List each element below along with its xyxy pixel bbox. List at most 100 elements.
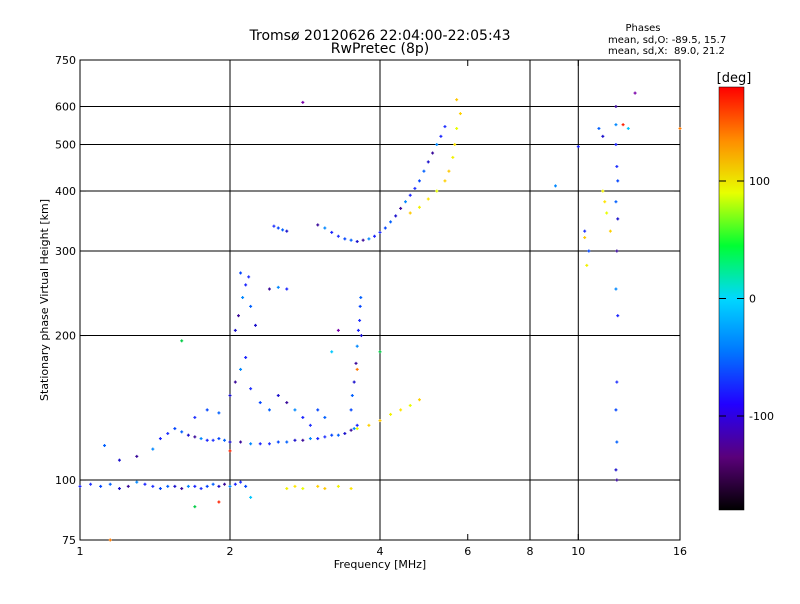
data-point bbox=[267, 408, 271, 412]
data-point bbox=[223, 482, 227, 486]
data-point bbox=[249, 495, 253, 499]
data-point bbox=[193, 505, 197, 509]
data-point bbox=[173, 427, 177, 431]
data-point bbox=[349, 408, 353, 412]
data-point bbox=[447, 169, 451, 173]
data-point bbox=[258, 442, 262, 446]
colorbar-tick-label: 100 bbox=[749, 175, 770, 188]
data-point bbox=[233, 380, 237, 384]
data-point bbox=[678, 126, 682, 130]
data-point bbox=[276, 285, 280, 289]
data-point bbox=[258, 401, 262, 405]
data-point bbox=[193, 415, 197, 419]
data-point bbox=[180, 487, 184, 491]
data-point bbox=[576, 145, 580, 149]
data-point bbox=[223, 438, 227, 442]
data-point bbox=[308, 437, 312, 441]
data-point bbox=[239, 271, 243, 275]
data-point bbox=[244, 355, 248, 359]
data-point bbox=[205, 438, 209, 442]
data-point bbox=[301, 487, 305, 491]
data-point bbox=[614, 123, 618, 127]
data-point bbox=[553, 184, 557, 188]
data-point bbox=[352, 380, 356, 384]
data-point bbox=[199, 487, 203, 491]
y-tick-label: 400 bbox=[55, 185, 76, 198]
data-point bbox=[205, 408, 209, 412]
data-point bbox=[267, 442, 271, 446]
data-point bbox=[455, 98, 459, 102]
data-point bbox=[614, 287, 618, 291]
data-point bbox=[323, 487, 327, 491]
data-point bbox=[336, 328, 340, 332]
data-point bbox=[373, 234, 377, 238]
data-point bbox=[453, 143, 457, 147]
data-point bbox=[316, 437, 320, 441]
grid-layer bbox=[80, 60, 680, 540]
data-point bbox=[158, 487, 162, 491]
data-point bbox=[239, 440, 243, 444]
data-point bbox=[151, 447, 155, 451]
data-point bbox=[217, 484, 221, 488]
data-point bbox=[211, 482, 215, 486]
data-point bbox=[228, 440, 232, 444]
x-tick-label: 10 bbox=[571, 545, 585, 558]
data-point bbox=[616, 217, 620, 221]
points-layer bbox=[78, 91, 682, 542]
data-point bbox=[350, 394, 354, 398]
data-point bbox=[458, 112, 462, 116]
data-point bbox=[285, 401, 289, 405]
data-point bbox=[394, 214, 398, 218]
data-point bbox=[126, 484, 130, 488]
data-point bbox=[399, 206, 403, 210]
data-point bbox=[336, 433, 340, 437]
data-point bbox=[205, 484, 209, 488]
data-point bbox=[451, 155, 455, 159]
data-point bbox=[78, 484, 82, 488]
data-point bbox=[239, 367, 243, 371]
data-point bbox=[323, 226, 327, 230]
x-tick-label: 8 bbox=[527, 545, 534, 558]
data-point bbox=[378, 419, 382, 423]
data-point bbox=[383, 226, 387, 230]
data-point bbox=[355, 423, 359, 427]
data-point bbox=[323, 415, 327, 419]
x-tick-label: 1 bbox=[77, 545, 84, 558]
y-tick-label: 750 bbox=[55, 54, 76, 67]
data-point bbox=[89, 482, 93, 486]
data-point bbox=[186, 484, 190, 488]
data-point bbox=[330, 230, 334, 234]
data-point bbox=[244, 283, 248, 287]
data-point bbox=[615, 440, 619, 444]
data-point bbox=[217, 500, 221, 504]
y-tick-label: 500 bbox=[55, 139, 76, 152]
y-tick-label: 100 bbox=[55, 474, 76, 487]
data-point bbox=[389, 412, 393, 416]
data-point bbox=[426, 197, 430, 201]
colorbar-tick-label: 0 bbox=[749, 293, 756, 306]
data-point bbox=[211, 438, 215, 442]
colorbar-tick-label: -100 bbox=[749, 410, 774, 423]
data-point bbox=[587, 249, 591, 253]
data-point bbox=[108, 538, 112, 542]
data-point bbox=[614, 143, 618, 147]
data-point bbox=[281, 228, 285, 232]
data-point bbox=[143, 482, 147, 486]
data-point bbox=[626, 126, 630, 130]
data-point bbox=[186, 433, 190, 437]
data-point bbox=[435, 143, 439, 147]
data-point bbox=[151, 484, 155, 488]
y-tick-label: 200 bbox=[55, 330, 76, 343]
data-point bbox=[193, 484, 197, 488]
data-point bbox=[355, 240, 359, 244]
data-point bbox=[233, 328, 237, 332]
data-point bbox=[615, 380, 619, 384]
data-point bbox=[603, 200, 607, 204]
data-point bbox=[358, 318, 362, 322]
data-point bbox=[253, 323, 257, 327]
data-point bbox=[355, 344, 359, 348]
data-point bbox=[361, 238, 365, 242]
data-point bbox=[583, 236, 587, 240]
data-point bbox=[615, 478, 619, 482]
data-point bbox=[228, 449, 232, 453]
